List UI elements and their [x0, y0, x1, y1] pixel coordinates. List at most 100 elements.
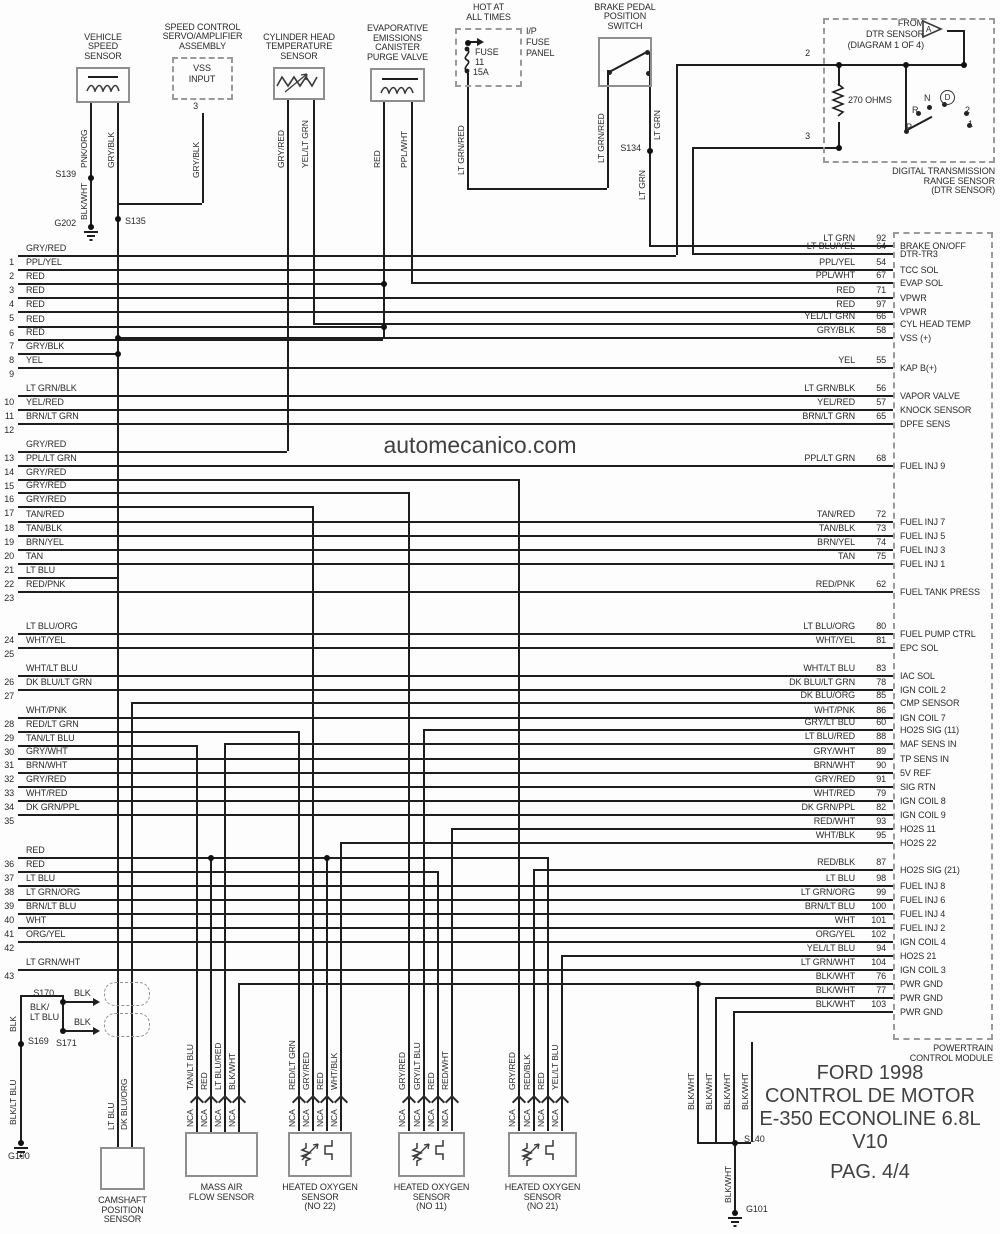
wire-segment — [382, 78, 418, 80]
connector-pin-number: 31 — [4, 760, 14, 770]
wire-color-label: LT BLU — [106, 1102, 116, 1130]
heated-oxygen-sensor-11-label: HEATED OXYGEN SENSOR (NO 11) — [393, 1182, 470, 1211]
dtr-sensor-label: DIGITAL TRANSMISSION RANGE SENSOR (DTR S… — [892, 166, 995, 195]
wire-segment — [20, 995, 22, 1142]
wire-color-label: TAN — [26, 551, 44, 561]
pcm-signal-label: VAPOR VALVE — [900, 391, 960, 401]
pcm-pin-number: 75 — [876, 551, 886, 561]
connector-pin-number: 19 — [4, 537, 14, 547]
diagram-label: I/P — [526, 26, 537, 36]
junction-dot — [115, 335, 121, 341]
pcm-signal-label: MAF SENS IN — [900, 739, 957, 749]
heated-oxygen-sensor-21-label: HEATED OXYGEN SENSOR (NO 21) — [504, 1182, 581, 1211]
connector-pin-number: 37 — [4, 873, 14, 883]
wire-color-label: LT GRN — [823, 233, 855, 243]
pcm-pin-number: 83 — [876, 663, 886, 673]
camshaft-position-sensor-label: CAMSHAFT POSITION SENSOR — [98, 1195, 147, 1224]
connector-chevron-icon — [554, 1094, 570, 1110]
wire-row — [18, 913, 893, 915]
wire-color-label: LT BLU/RED — [804, 731, 855, 741]
wire-segment — [518, 479, 520, 1131]
diagram-label: FROM — [897, 18, 924, 28]
connector-pin-number: 16 — [4, 494, 14, 504]
wire-color-label: WHT/BLK — [329, 1052, 339, 1090]
wire-color-label: GRY/RED — [26, 439, 67, 449]
wire-color-label: GRY/WHT — [813, 746, 855, 756]
pcm-signal-label: IGN COIL 7 — [900, 713, 946, 723]
wire-segment — [607, 70, 609, 188]
wire-color-label: RED — [26, 299, 45, 309]
wire-color-label: GRY/RED — [397, 1052, 407, 1090]
wire-color-label: NCA — [440, 1109, 450, 1127]
evap-canister-purge-valve-label: EVAPORATIVE EMISSIONS CANISTER PURGE VAL… — [366, 23, 429, 62]
connector-pin-number: 42 — [4, 943, 14, 953]
wire-segment — [437, 871, 439, 1131]
wire-color-label: WHT/PNK — [814, 705, 855, 715]
wire-color-label: DK GRN/PPL — [801, 802, 855, 812]
wire-color-label: ORG/YEL — [815, 929, 855, 939]
oxygen-sensor-symbol-icon — [296, 1138, 344, 1173]
diagram-label: S171 — [56, 1038, 77, 1048]
junction-dot — [18, 1041, 24, 1047]
connector-chevron-icon — [401, 1094, 417, 1110]
connector-pin-number: 13 — [4, 453, 14, 463]
wire-color-label: RED — [372, 150, 382, 168]
pcm-signal-label: FUEL INJ 6 — [900, 895, 946, 905]
camshaft-position-sensor-box — [100, 1147, 145, 1190]
wire-color-label: GRY/RED — [26, 243, 67, 253]
pcm-pin-number: 97 — [876, 299, 886, 309]
connector-chevron-icon — [217, 1094, 233, 1110]
pcm-signal-label: HO2S 11 — [900, 824, 936, 834]
wire-color-label: YEL/RED — [817, 397, 855, 407]
mass-air-flow-sensor-box — [185, 1132, 258, 1177]
wire-color-label: WHT/YEL — [815, 635, 855, 645]
wire-row — [18, 941, 893, 943]
evap-canister-purge-valve-box — [370, 68, 425, 102]
watermark: automecanico.com — [383, 432, 577, 458]
wire-color-label: GRY/BLK — [106, 132, 116, 168]
wire-color-label: DK BLU/ORG — [119, 1078, 129, 1130]
pcm-pin-number: 93 — [876, 816, 886, 826]
wire-color-label: RED/LT GRN — [287, 1040, 297, 1090]
wire-row — [411, 282, 893, 284]
wire-color-label: LT BLU/RED — [213, 1042, 223, 1090]
connector-pin-number: 8 — [9, 355, 14, 365]
wire-row — [715, 997, 893, 999]
wire-segment — [383, 102, 385, 339]
wire-color-label: PPL/WHT — [815, 270, 855, 280]
wire-color-label: YEL/LT GRN — [804, 311, 855, 321]
wire-color-label: GRY/RED — [26, 480, 67, 490]
junction-dot — [836, 145, 842, 151]
connector-chevron-icon — [444, 1094, 460, 1110]
wire-color-label: BLK/WHT — [722, 1072, 732, 1110]
junction-dot — [732, 1210, 738, 1216]
pcm-signal-label: FUEL INJ 4 — [900, 909, 946, 919]
contact-dot — [645, 50, 650, 55]
ip-fuse-panel-label: HOT AT ALL TIMES — [466, 2, 511, 22]
wire-color-label: GRY/RED — [301, 1052, 311, 1090]
pcm-pin-number: 88 — [876, 731, 886, 741]
heated-oxygen-sensor-11-box — [398, 1132, 465, 1177]
wire-color-label: LT BLU — [825, 873, 855, 883]
pcm-pin-number: 101 — [871, 915, 886, 925]
heated-oxygen-sensor-22-box — [288, 1132, 352, 1177]
wire-row — [18, 772, 893, 774]
wire-segment — [963, 30, 965, 64]
wire-row — [18, 814, 893, 816]
junction-dot — [732, 1140, 738, 1146]
diagram-label: FUSE — [526, 37, 550, 47]
wire-color-label: GRY/LT BLU — [412, 1042, 422, 1090]
wire-color-label: TAN — [837, 551, 855, 561]
title-model: E-350 ECONOLINE 6.8L V10 — [759, 1108, 981, 1153]
wire-segment — [90, 103, 92, 226]
diagram-label: 15A — [473, 67, 489, 77]
connector-pin-number: 26 — [4, 677, 14, 687]
pcm-pin-number: 55 — [876, 355, 886, 365]
wire-segment — [20, 995, 62, 997]
pcm-signal-label: CYL HEAD TEMP — [900, 319, 971, 329]
connector-chevron-icon — [526, 1094, 542, 1110]
wire-color-label: BLK/LT BLU — [8, 1079, 18, 1125]
wire-color-label: RED — [315, 1072, 325, 1090]
wire-color-label: RED — [536, 1072, 546, 1090]
pcm-pin-number: 54 — [876, 257, 886, 267]
